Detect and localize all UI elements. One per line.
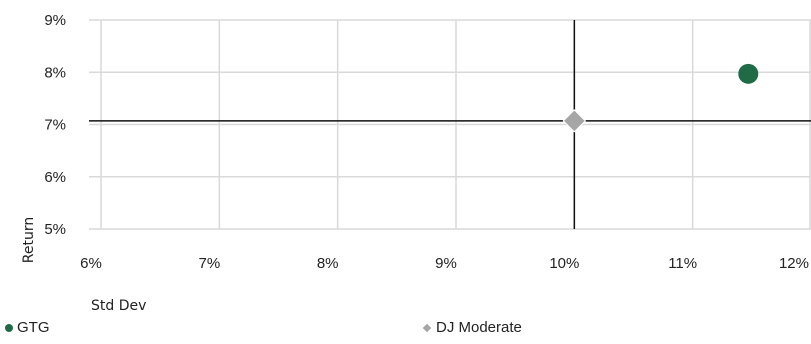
y-tick-label: 8% bbox=[44, 64, 66, 81]
y-axis-title: Return bbox=[21, 217, 37, 263]
dj-moderate-point bbox=[562, 109, 587, 133]
y-tick-labels: 9% 8% 7% 6% 5% bbox=[44, 12, 66, 238]
y-tick-label: 7% bbox=[44, 117, 66, 134]
y-tick-label: 9% bbox=[44, 12, 66, 29]
gridlines bbox=[89, 19, 811, 230]
gtg-point bbox=[738, 63, 759, 84]
x-axis-title: Std Dev bbox=[91, 298, 146, 314]
legend-item-dj-moderate: DJ Moderate bbox=[422, 319, 522, 336]
circle-marker-icon bbox=[5, 323, 13, 332]
legend-label-gtg: GTG bbox=[17, 319, 50, 336]
x-tick-label: 11% bbox=[668, 255, 697, 272]
x-tick-label: 10% bbox=[549, 255, 579, 272]
y-tick-label: 6% bbox=[44, 169, 66, 186]
x-tick-label: 6% bbox=[80, 255, 102, 272]
x-tick-label: 9% bbox=[435, 255, 457, 272]
legend-item-gtg: GTG bbox=[5, 319, 50, 336]
data-points bbox=[562, 63, 759, 133]
scatter-chart: 9% 8% 7% 6% 5% 6% 7% 8% 9% 10% 11% 12% Return Std … bbox=[21, 12, 811, 314]
x-tick-label: 12% bbox=[779, 255, 809, 272]
x-tick-labels: 6% 7% 8% 9% 10% 11% 12% bbox=[80, 255, 809, 272]
x-tick-label: 8% bbox=[317, 255, 339, 272]
diamond-marker-icon bbox=[422, 323, 432, 332]
legend: GTG DJ Moderate bbox=[0, 319, 811, 341]
legend-label-dj-moderate: DJ Moderate bbox=[436, 319, 522, 336]
x-tick-label: 7% bbox=[198, 255, 220, 272]
y-tick-label: 5% bbox=[44, 221, 66, 238]
